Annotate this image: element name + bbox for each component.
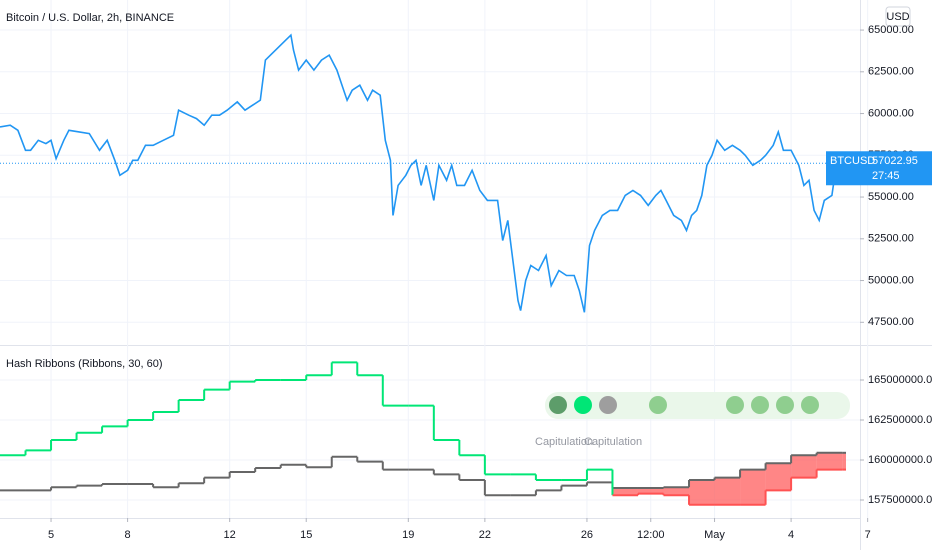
signal-row [545, 392, 850, 419]
currency-button[interactable] [885, 6, 911, 27]
x-tick-label: 5 [48, 529, 54, 541]
x-tick-label: 19 [402, 529, 414, 541]
axis-labels: 5 8 12 15 19 22 26 12:00 May 4 7 47500.00 50000.00 52… [48, 24, 932, 541]
y-tick-label: 160000000.00 [868, 454, 932, 466]
y-tick-label: 50000.00 [868, 274, 914, 286]
signal-dot [776, 396, 794, 414]
y-tick-label: 52500.00 [868, 233, 914, 245]
ribbon-fill [842, 452, 846, 470]
annotation: Capitulation [584, 436, 642, 448]
ribbon-fill [612, 488, 638, 496]
ribbon-fill [663, 487, 690, 496]
ribbon-fill [689, 480, 715, 505]
x-tick-label: May [704, 529, 725, 541]
chart-title: Bitcoin / U.S. Dollar, 2h, BINANCE [6, 12, 174, 24]
x-tick-label: 15 [300, 529, 312, 541]
x-tick-label: 22 [479, 529, 491, 541]
price-badge [826, 151, 932, 186]
y-tick-label: 62500.00 [868, 66, 914, 78]
ribbon-fill [816, 452, 843, 470]
ribbon-fill [791, 455, 817, 478]
signal-dot [649, 396, 667, 414]
y-tick-label: 60000.00 [868, 107, 914, 119]
y-tick-label: 65000.00 [868, 24, 914, 36]
x-tick-label: 8 [125, 529, 131, 541]
y-tick-label: 165000000.00 [868, 374, 932, 386]
signal-band [545, 392, 850, 419]
x-tick-label: 4 [788, 529, 794, 541]
y-tick-label: 47500.00 [868, 316, 914, 328]
price-line [0, 33, 843, 313]
signal-dot [574, 396, 592, 414]
countdown-label: 27:45 [872, 170, 900, 182]
signal-dot [801, 396, 819, 414]
x-tick-label: 12 [224, 529, 236, 541]
x-tick-label: 26 [581, 529, 593, 541]
symbol-label: BTCUSD [830, 155, 875, 167]
signal-dot [726, 396, 744, 414]
annotation: Capitulation [535, 436, 593, 448]
signal-dot [549, 396, 567, 414]
indicator-title: Hash Ribbons (Ribbons, 30, 60) [6, 358, 163, 370]
last-price-label: 57022.95 [872, 155, 918, 167]
y-tick-label: 55000.00 [868, 191, 914, 203]
marks [0, 33, 860, 506]
ribbon-fill [765, 463, 792, 491]
y-tick-label: 157500000.00 [868, 494, 932, 506]
x-tick-label: 7 [865, 529, 871, 541]
y-tick-label: 162500000.00 [868, 414, 932, 426]
ribbon-fill [740, 469, 766, 505]
signal-dot [599, 396, 617, 414]
signal-dot [751, 396, 769, 414]
x-tick-label: 12:00 [637, 529, 665, 541]
ribbon-fill [714, 477, 741, 505]
currency-label: USD [886, 11, 909, 23]
ribbon-fill [637, 488, 664, 494]
